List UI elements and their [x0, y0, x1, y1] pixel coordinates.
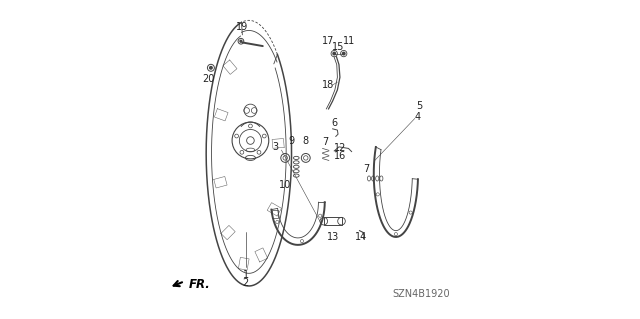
Text: 14: 14	[355, 232, 367, 242]
Circle shape	[210, 67, 212, 69]
Text: 7: 7	[363, 164, 369, 174]
Circle shape	[240, 40, 242, 42]
Text: 11: 11	[343, 36, 355, 46]
Text: 19: 19	[236, 22, 249, 32]
Text: 16: 16	[335, 151, 347, 161]
Circle shape	[333, 52, 335, 55]
Text: 3: 3	[272, 142, 278, 152]
Text: 4: 4	[415, 112, 421, 122]
Text: 7: 7	[323, 137, 329, 147]
Text: 10: 10	[279, 180, 291, 190]
Bar	[273, 210, 278, 218]
Text: 1: 1	[243, 270, 249, 280]
Text: 15: 15	[332, 42, 344, 52]
Bar	[324, 217, 342, 225]
Text: 17: 17	[323, 36, 335, 46]
Text: 18: 18	[321, 80, 333, 90]
Text: SZN4B1920: SZN4B1920	[392, 289, 450, 299]
Circle shape	[342, 52, 345, 55]
Text: 20: 20	[202, 74, 215, 84]
Text: 5: 5	[417, 101, 423, 111]
Text: FR.: FR.	[189, 278, 211, 291]
Text: 13: 13	[326, 232, 339, 242]
Text: 12: 12	[334, 144, 347, 153]
Text: 8: 8	[303, 136, 309, 145]
Text: 6: 6	[331, 118, 337, 128]
Text: 2: 2	[243, 278, 249, 288]
Text: 9: 9	[289, 136, 294, 145]
